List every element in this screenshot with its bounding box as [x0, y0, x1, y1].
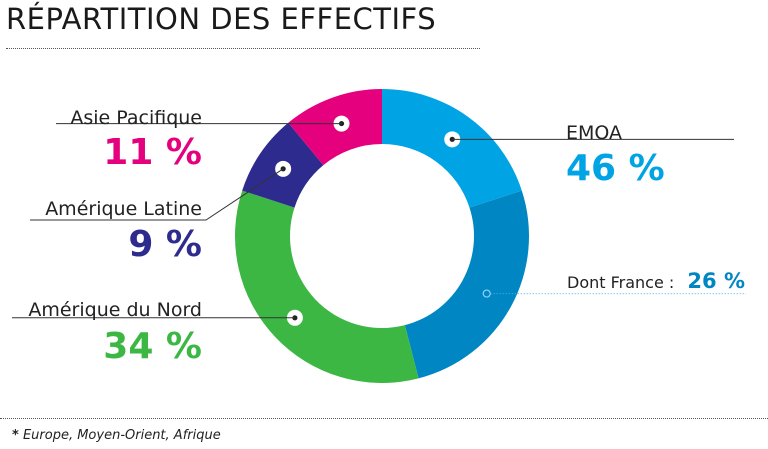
label-dont-france: Dont France : — [567, 273, 674, 292]
value-asie-pacifique: 11 % — [103, 132, 202, 173]
title-divider — [6, 48, 480, 49]
slice-dont-france-marker — [482, 289, 491, 298]
label-asie-pacifique: Asie Pacifique — [70, 107, 202, 129]
footnote: * Europe, Moyen-Orient, Afrique — [12, 428, 221, 443]
value-emoa: 46 % — [566, 148, 665, 189]
slice-amerique-latine-marker-dot — [280, 166, 286, 172]
slice-emoa — [382, 89, 522, 208]
slice-amerique-du-nord — [235, 190, 419, 383]
label-emoa: EMOA — [566, 122, 622, 144]
leader-amerique-latine — [30, 168, 284, 221]
footnote-text: Europe, Moyen-Orient, Afrique — [22, 428, 221, 443]
value-amerique-du-nord: 34 % — [103, 326, 202, 367]
value-dont-france: 26 % — [687, 269, 745, 293]
chart-title: RÉPARTITION DES EFFECTIFS — [6, 2, 437, 36]
footnote-marker: * — [12, 428, 19, 443]
slice-dont-france — [404, 190, 529, 379]
label-amerique-latine: Amérique Latine — [45, 198, 202, 220]
footer-divider — [0, 418, 768, 419]
label-amerique-du-nord: Amérique du Nord — [28, 299, 202, 321]
value-amerique-latine: 9 % — [128, 224, 202, 265]
